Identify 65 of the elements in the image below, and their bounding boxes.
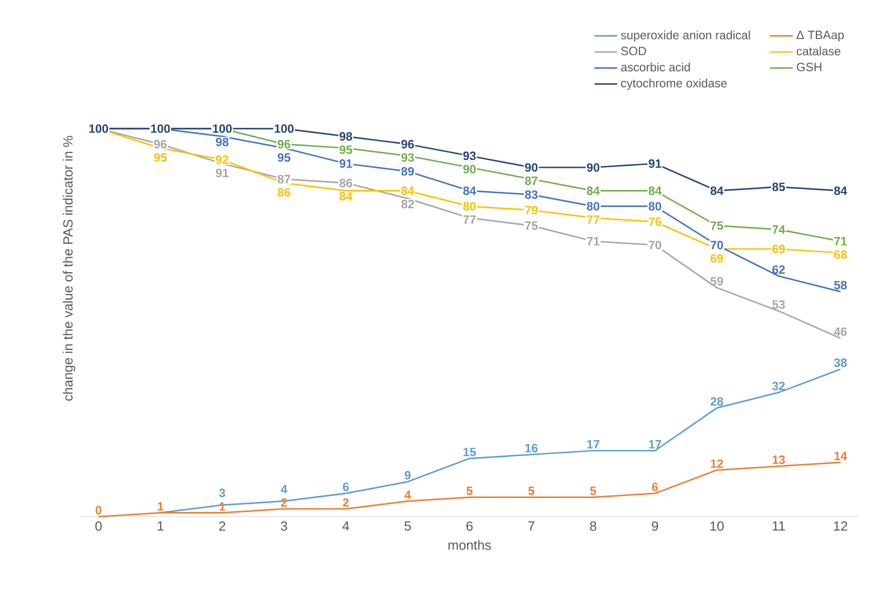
data-label: 6 <box>342 482 349 492</box>
data-label: 38 <box>834 358 847 367</box>
data-label: 17 <box>587 440 600 448</box>
y-axis-title: change in the value of the PAS indicator in % <box>62 136 76 401</box>
x-tick-label: 6 <box>466 521 473 531</box>
x-tick-label: 1 <box>158 521 164 531</box>
x-tick-label: 0 <box>95 521 102 531</box>
data-label: 14 <box>834 452 848 460</box>
data-label: 95 <box>278 153 290 162</box>
data-label: 17 <box>649 440 662 448</box>
data-label: 90 <box>463 164 476 174</box>
data-label: 53 <box>772 300 785 309</box>
data-label: 95 <box>154 153 167 162</box>
x-tick-label: 7 <box>528 521 534 531</box>
data-label: 5 <box>590 486 596 496</box>
data-label: 91 <box>216 168 229 178</box>
x-tick-label: 8 <box>590 521 596 531</box>
x-tick-label: 2 <box>219 521 226 531</box>
data-label: 16 <box>525 444 538 452</box>
data-label: 5 <box>466 486 473 496</box>
data-label: 93 <box>401 153 414 162</box>
data-label: 46 <box>834 327 847 336</box>
data-label: 82 <box>401 200 414 208</box>
data-label: 12 <box>710 459 723 468</box>
legend-label: SOD <box>621 46 646 56</box>
x-tick-label: 12 <box>834 521 848 531</box>
data-label: 62 <box>772 265 785 274</box>
data-label: 86 <box>278 188 290 197</box>
legend-label: catalase <box>796 46 840 56</box>
data-label: 69 <box>710 254 724 263</box>
x-tick-label: 5 <box>404 521 411 531</box>
data-label: 1 <box>158 502 164 511</box>
legend-label: GSH <box>796 62 822 72</box>
legend-label: cytochrome oxidase <box>621 78 727 90</box>
data-label: 0 <box>96 506 102 514</box>
data-label: 77 <box>463 215 476 224</box>
x-axis-title: months <box>448 540 491 550</box>
data-label: 15 <box>464 448 476 456</box>
legend-label: superoxide anion radical <box>620 30 750 42</box>
data-label: 95 <box>340 145 352 154</box>
data-label: 58 <box>834 280 847 290</box>
data-label: 3 <box>219 488 226 498</box>
data-label: 4 <box>280 485 288 494</box>
data-label: 13 <box>772 455 785 464</box>
x-tick-label: 11 <box>772 521 785 531</box>
x-tick-label: 9 <box>652 521 658 531</box>
data-label: 68 <box>834 250 847 259</box>
data-label: 32 <box>772 382 785 390</box>
data-label: 84 <box>340 192 352 201</box>
data-label: 6 <box>652 482 658 492</box>
data-label: 28 <box>710 397 724 406</box>
data-label: 2 <box>342 498 349 507</box>
x-tick-label: 10 <box>710 521 724 531</box>
data-label: 5 <box>528 486 534 496</box>
data-label: 84 <box>834 186 848 195</box>
x-tick-label: 3 <box>280 521 288 531</box>
x-tick-label: 4 <box>342 521 350 531</box>
data-label: 87 <box>525 176 538 186</box>
legend-label: Δ TBAap <box>796 30 844 42</box>
data-label: 77 <box>587 215 600 224</box>
data-label: 98 <box>216 138 229 146</box>
data-label: 9 <box>404 470 411 480</box>
legend-label: ascorbic acid <box>621 62 690 72</box>
data-label: 4 <box>404 490 411 499</box>
data-label: 71 <box>834 237 847 246</box>
